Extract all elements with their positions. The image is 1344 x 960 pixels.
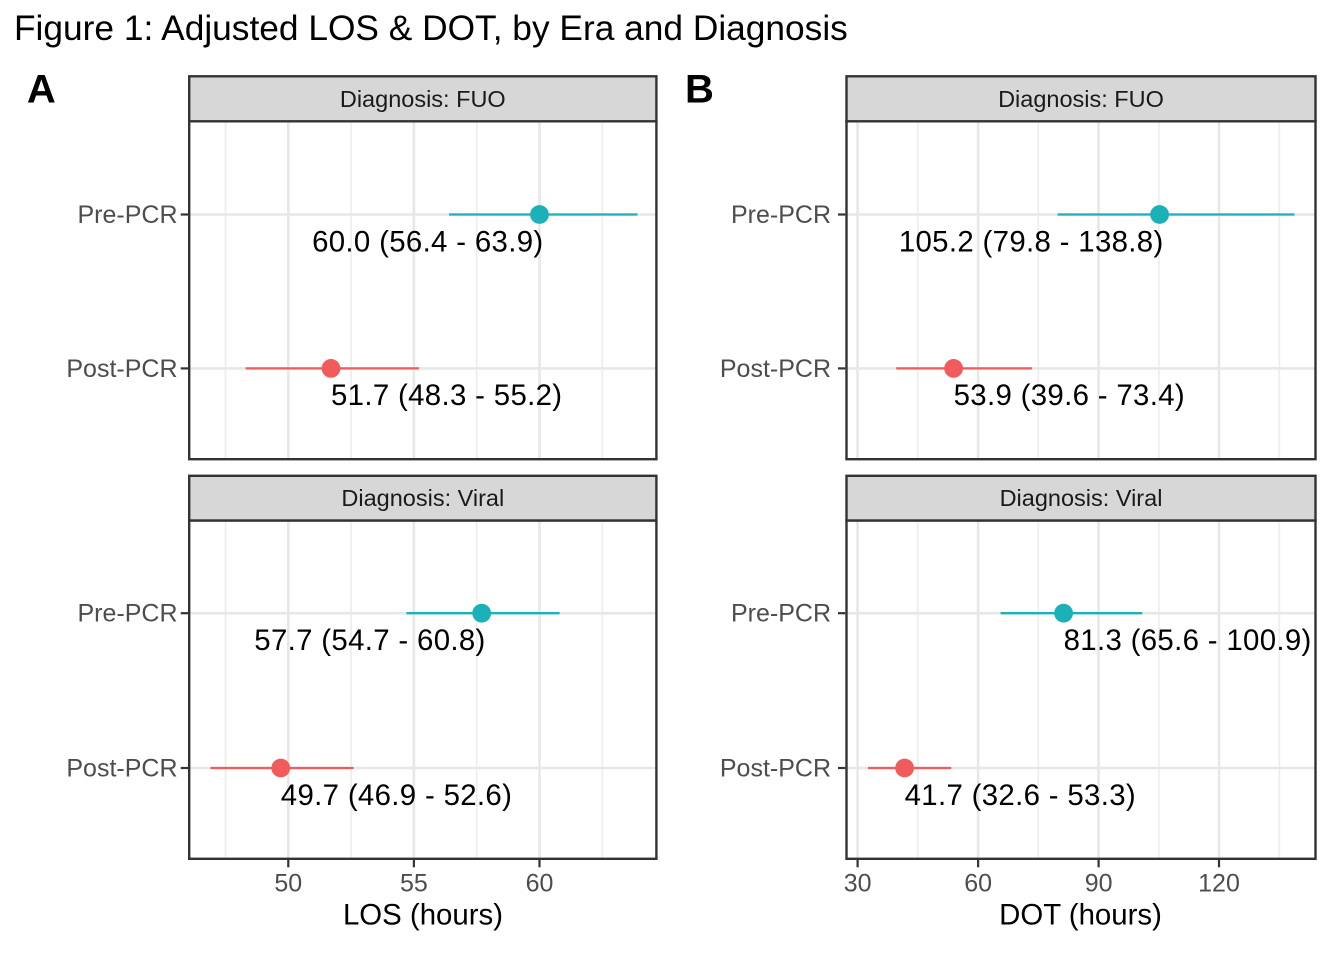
svg-text:90: 90 [1085, 870, 1113, 898]
svg-text:49.7 (46.9 - 52.6): 49.7 (46.9 - 52.6) [281, 779, 512, 812]
svg-text:57.7 (54.7 - 60.8): 57.7 (54.7 - 60.8) [254, 624, 485, 657]
svg-text:Pre-PCR: Pre-PCR [731, 600, 831, 628]
svg-text:Post-PCR: Post-PCR [66, 355, 177, 383]
svg-text:51.7 (48.3 - 55.2): 51.7 (48.3 - 55.2) [331, 379, 562, 412]
svg-text:60.0 (56.4 - 63.9): 60.0 (56.4 - 63.9) [312, 225, 543, 258]
svg-text:50: 50 [274, 870, 302, 898]
svg-text:Diagnosis: Viral: Diagnosis: Viral [341, 485, 504, 511]
svg-text:A: A [27, 68, 56, 112]
svg-text:30: 30 [844, 870, 872, 898]
svg-text:53.9 (39.6 - 73.4): 53.9 (39.6 - 73.4) [954, 379, 1185, 412]
svg-text:41.7 (32.6 - 53.3): 41.7 (32.6 - 53.3) [905, 779, 1136, 812]
svg-text:Figure 1: Adjusted LOS & DOT,: Figure 1: Adjusted LOS & DOT, by Era and… [14, 9, 848, 48]
svg-text:81.3 (65.6 - 100.9): 81.3 (65.6 - 100.9) [1064, 624, 1312, 657]
svg-text:60: 60 [964, 870, 992, 898]
svg-text:Diagnosis: FUO: Diagnosis: FUO [340, 86, 506, 112]
svg-text:Diagnosis: FUO: Diagnosis: FUO [998, 86, 1164, 112]
svg-text:Diagnosis: Viral: Diagnosis: Viral [1000, 485, 1163, 511]
svg-text:LOS (hours): LOS (hours) [343, 899, 503, 932]
svg-text:Pre-PCR: Pre-PCR [77, 201, 177, 229]
svg-text:120: 120 [1198, 870, 1240, 898]
svg-text:60: 60 [526, 870, 554, 898]
svg-text:Post-PCR: Post-PCR [720, 355, 831, 383]
svg-text:Pre-PCR: Pre-PCR [731, 201, 831, 229]
svg-text:Post-PCR: Post-PCR [66, 754, 177, 782]
svg-text:55: 55 [400, 870, 428, 898]
svg-text:Pre-PCR: Pre-PCR [77, 600, 177, 628]
svg-text:Post-PCR: Post-PCR [720, 754, 831, 782]
svg-text:105.2 (79.8 - 138.8): 105.2 (79.8 - 138.8) [899, 225, 1164, 258]
svg-text:DOT (hours): DOT (hours) [999, 899, 1162, 932]
svg-text:B: B [685, 68, 714, 112]
